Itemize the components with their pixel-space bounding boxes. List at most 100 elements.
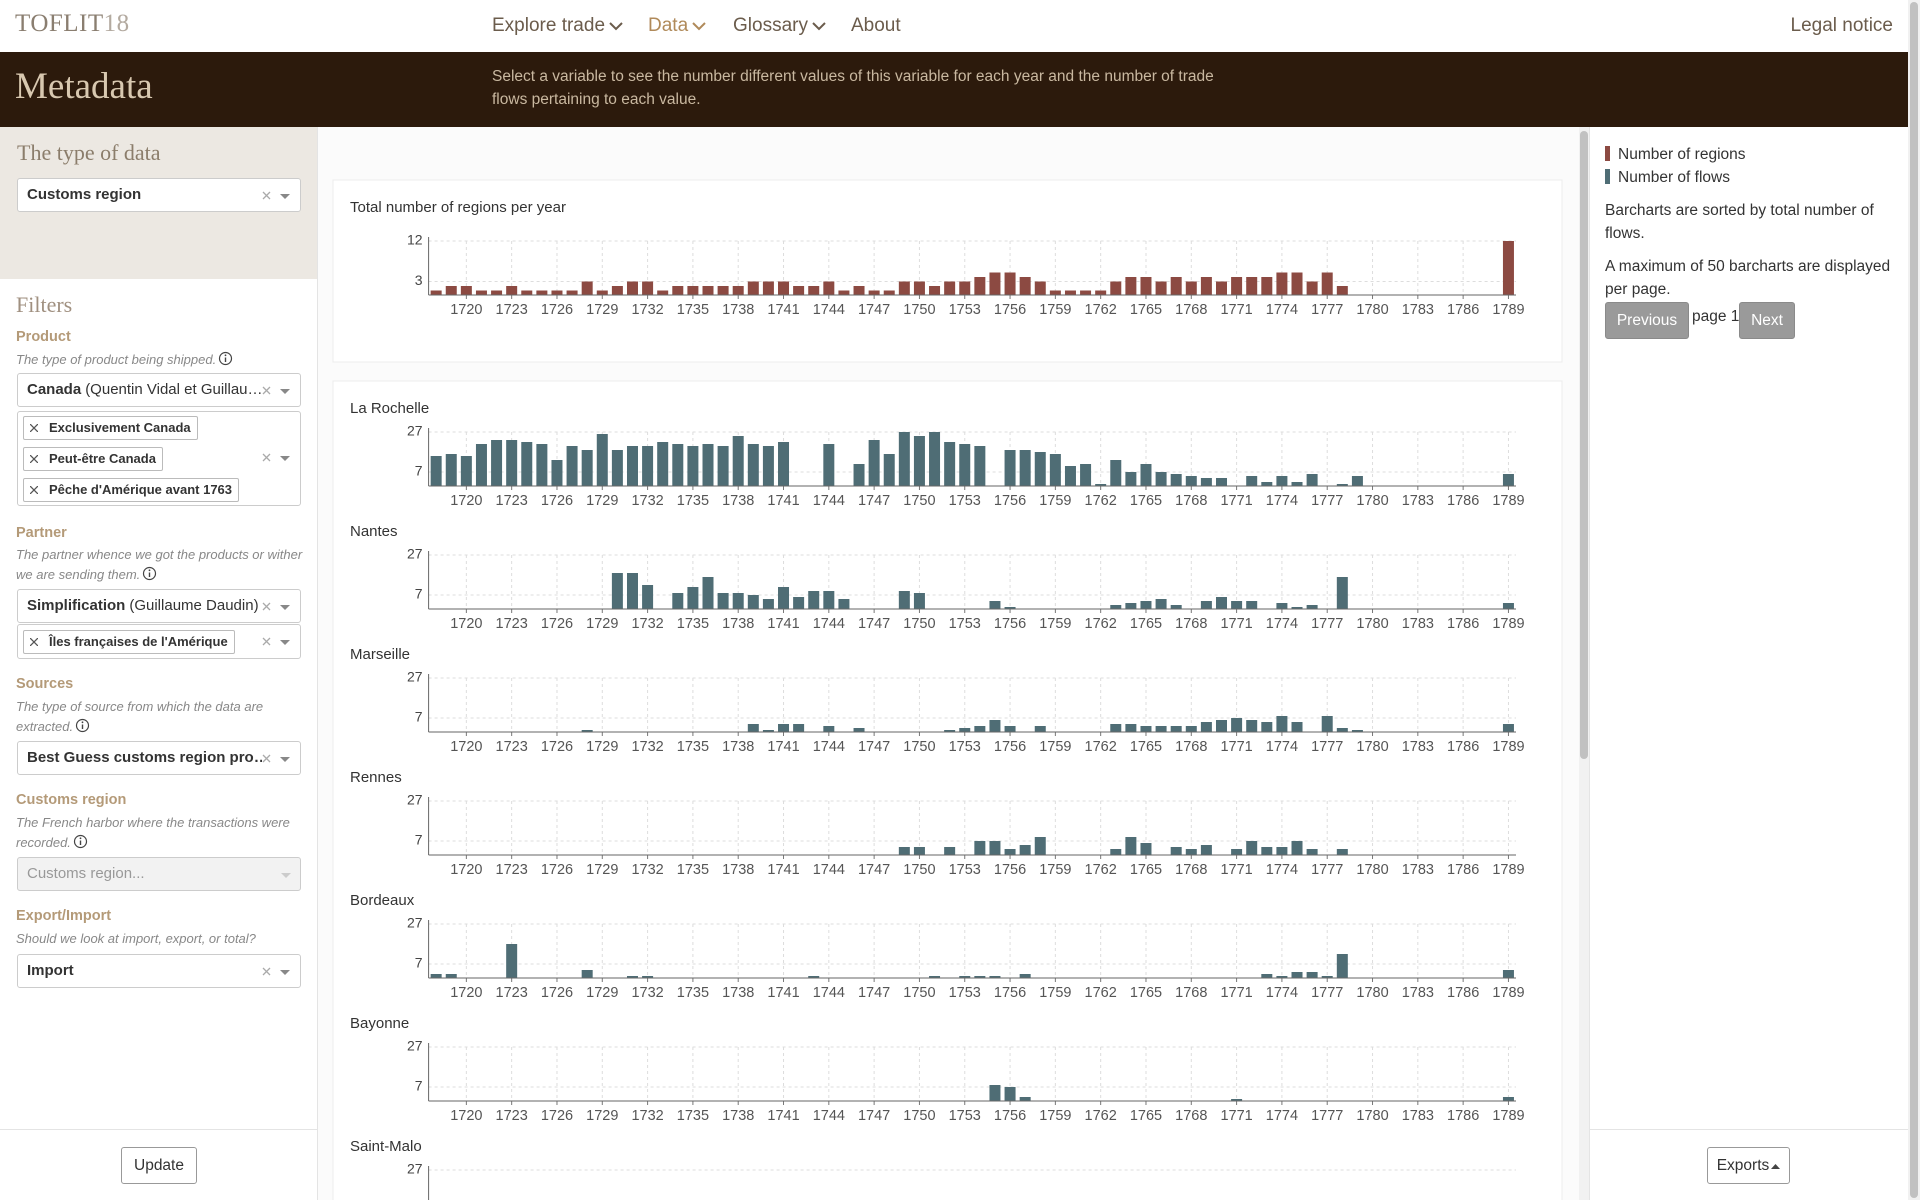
scroll-thumb[interactable] [1910,2,1918,1198]
tag-remove[interactable] [30,638,38,646]
logo[interactable]: TOFLIT18 [15,10,130,38]
nav-item[interactable]: Data [648,0,706,52]
info-icon[interactable] [73,834,88,849]
previous-button[interactable]: Previous [1605,302,1689,339]
x-tick-label: 1744 [813,1108,845,1124]
bar [521,442,533,486]
bar [1200,722,1212,732]
select-arrow [281,873,291,878]
x-tick-label: 1726 [541,493,573,509]
tag-remove[interactable] [30,424,38,432]
legal-label[interactable]: Legal notice [1790,15,1893,36]
tag[interactable]: Îles françaises de l'Amérique [23,630,235,654]
x-tick-label: 1783 [1402,616,1434,632]
select-value[interactable]: Customs region [27,186,142,203]
scrollbar[interactable] [1579,127,1589,1200]
tag-label[interactable]: Peut-être Canada [49,451,156,466]
tag-label[interactable]: Pêche d'Amérique avant 1763 [49,482,233,497]
bar [808,591,820,609]
y-tick-label: 27 [407,792,423,808]
tag[interactable]: Exclusivement Canada [23,416,198,440]
info-icon[interactable] [218,351,233,366]
nav-label[interactable]: Explore trade [492,15,606,36]
select[interactable]: Simplification (Guillaume Daudin) [17,589,301,623]
bar [642,976,654,978]
page-scrollbar[interactable] [1908,0,1920,1200]
bar [808,286,820,295]
select-detail[interactable]: (Guillaume Daudin) [129,597,259,614]
logo-suffix[interactable]: 18 [103,10,130,37]
bar [1125,724,1137,732]
tag-remove[interactable] [30,486,38,494]
select-controls[interactable] [262,753,292,765]
select-value[interactable]: Canada [27,381,82,398]
select-controls[interactable] [262,452,292,464]
nav-item[interactable]: Glossary [733,0,826,52]
bar [566,446,578,486]
scroll-thumb[interactable] [1580,131,1588,759]
bar [581,970,593,978]
bar [1034,726,1046,732]
info-icon[interactable] [75,718,90,733]
bar [989,720,1001,732]
exports-button[interactable]: Exports [1707,1147,1790,1184]
logo-text[interactable]: TOFLIT [15,10,104,37]
x-tick-label: 1744 [813,493,845,509]
nav-item[interactable]: Explore trade [492,0,623,52]
bar [929,976,941,978]
select-controls[interactable] [262,190,292,202]
select[interactable]: Customs region [17,178,301,212]
bar [1306,849,1318,855]
x-tick-label: 1765 [1130,493,1162,509]
info-icon[interactable] [142,566,157,581]
update-button[interactable]: Update [121,1147,197,1184]
bar [1110,849,1122,855]
next-button[interactable]: Next [1739,302,1795,339]
select-controls[interactable] [262,966,292,978]
x-tick-label: 1726 [541,862,573,878]
chart-title: Bordeaux [350,892,415,909]
x-tick-label: 1780 [1356,985,1388,1001]
bar [1291,607,1303,609]
x-tick-label: 1753 [949,493,981,509]
x-tick-label: 1786 [1447,739,1479,755]
bar [1004,607,1016,609]
select-controls[interactable] [262,601,292,613]
nav-label[interactable]: Data [648,15,689,36]
select-value[interactable]: Best Guess customs region pro… [27,749,269,766]
filter-help: Should we look at import, export, or tot… [16,931,256,946]
y-tick-label: 27 [407,423,423,439]
tag-remove[interactable] [30,455,38,463]
bar [732,286,744,295]
tag[interactable]: Peut-être Canada [23,447,163,471]
select-value[interactable]: Import [27,962,74,979]
x-tick-label: 1729 [586,739,618,755]
nav-label[interactable]: About [851,15,901,36]
x-tick-label: 1780 [1356,1108,1388,1124]
bar [1291,841,1303,855]
bar [642,281,654,295]
bar [1170,847,1182,855]
y-tick-label: 27 [407,915,423,931]
nav-item[interactable]: About [851,0,901,52]
select-detail[interactable]: (Quentin Vidal et Guillau… [85,381,263,398]
x-tick-label: 1738 [722,985,754,1001]
select-controls[interactable] [262,385,292,397]
tag-label[interactable]: Îles françaises de l'Amérique [49,634,228,649]
select[interactable]: Canada (Quentin Vidal et Guillau… [17,373,301,407]
bar [1321,976,1333,978]
bar [853,464,865,486]
select-value[interactable]: Simplification [27,597,126,614]
select[interactable]: Best Guess customs region pro… [17,741,301,775]
nav-label[interactable]: Glossary [733,15,808,36]
select[interactable]: Import [17,954,301,988]
bar [974,841,986,855]
bar [989,272,1001,295]
exports-label[interactable]: Exports [1716,1157,1770,1174]
select-controls[interactable] [262,636,292,648]
tag[interactable]: Pêche d'Amérique avant 1763 [23,478,240,502]
legal-link[interactable]: Legal notice [1791,0,1893,52]
bar [868,440,880,486]
tag-label[interactable]: Exclusivement Canada [49,420,191,435]
filter-label: Customs region [16,792,127,808]
